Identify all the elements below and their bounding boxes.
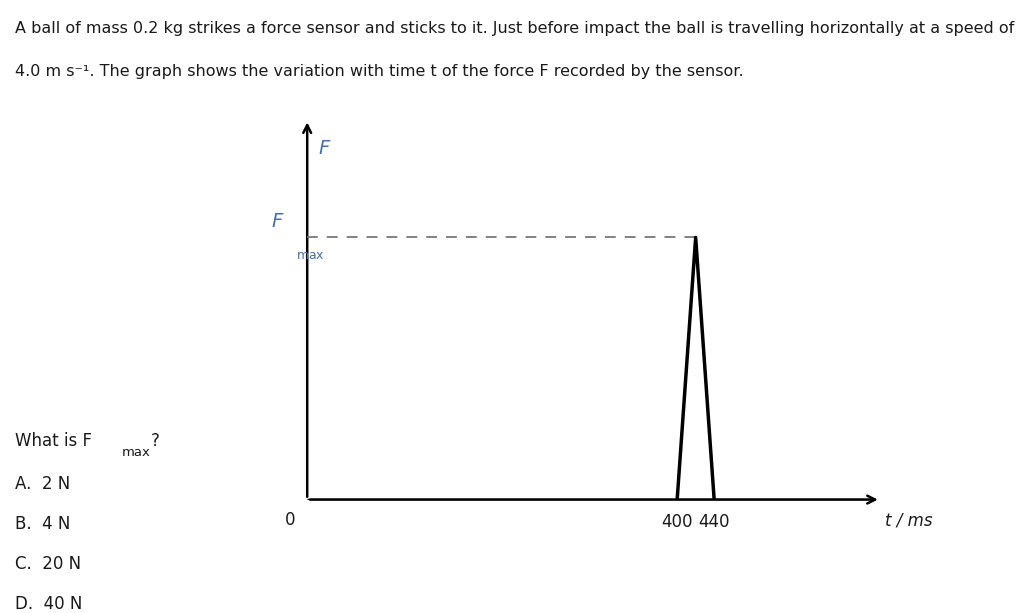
Text: C.  20 N: C. 20 N	[15, 555, 82, 573]
Text: 440: 440	[698, 512, 730, 531]
Text: 400: 400	[662, 512, 693, 531]
Text: A.  2 N: A. 2 N	[15, 475, 71, 493]
Text: ?: ?	[151, 432, 160, 450]
Text: D.  40 N: D. 40 N	[15, 595, 83, 612]
Text: $\rm{max}$: $\rm{max}$	[296, 249, 325, 262]
Text: t / ms: t / ms	[886, 511, 933, 530]
Text: What is F: What is F	[15, 432, 92, 450]
Text: 0: 0	[286, 511, 296, 530]
Text: max: max	[122, 446, 151, 459]
Text: F: F	[318, 139, 330, 158]
Text: A ball of mass 0.2 kg strikes a force sensor and sticks to it. Just before impac: A ball of mass 0.2 kg strikes a force se…	[15, 21, 1015, 36]
Text: $\it{F}$: $\it{F}$	[270, 212, 284, 231]
Text: B.  4 N: B. 4 N	[15, 515, 71, 533]
Text: 4.0 m s⁻¹. The graph shows the variation with time t of the force F recorded by : 4.0 m s⁻¹. The graph shows the variation…	[15, 64, 744, 79]
